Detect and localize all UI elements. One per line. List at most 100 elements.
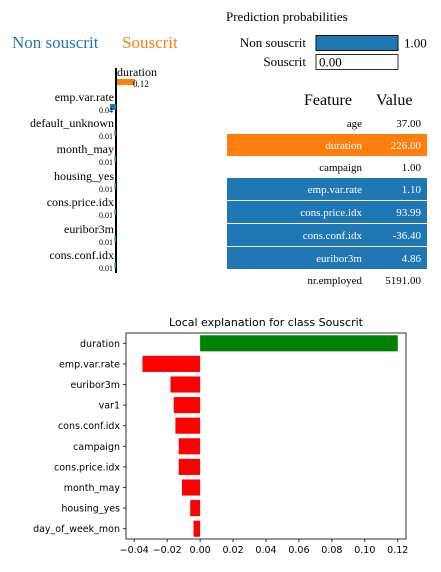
contribution-value: 0.01 — [99, 132, 113, 141]
chart-bars — [142, 335, 398, 537]
x-tick-label: 0.08 — [321, 545, 342, 556]
probability-bar-fill — [315, 35, 399, 51]
probability-label: Non souscrit — [240, 35, 306, 50]
table-header-value: Value — [376, 92, 412, 109]
contribution-value: 0.01 — [99, 264, 113, 273]
contribution-label: emp.var.rate — [55, 90, 114, 104]
feature-value: -36.40 — [393, 230, 422, 242]
feature-value: 1.10 — [402, 184, 422, 196]
x-tick-label: −0.02 — [153, 545, 182, 556]
contribution-label: housing_yes — [54, 169, 114, 183]
chart-title: Local explanation for class Souscrit — [169, 316, 364, 329]
contribution-label: default_unknown — [30, 116, 114, 130]
feature-row-bg — [227, 224, 427, 246]
probabilities-rows: Non souscrit 1.00 Souscrit 0.00 — [240, 35, 427, 70]
y-tick-label: campaign — [73, 442, 120, 453]
contribution-bar — [114, 156, 116, 162]
bar-month_may — [182, 479, 201, 496]
contribution-bar — [114, 236, 116, 242]
feature-name: campaign — [319, 162, 362, 174]
feature-name: age — [347, 118, 362, 130]
x-tick-label: 0.00 — [190, 545, 211, 556]
legend-non-souscrit: Non souscrit — [12, 33, 99, 52]
feature-name: duration — [325, 140, 362, 152]
x-tick-label: 0.12 — [387, 545, 408, 556]
y-tick-label: housing_yes — [61, 504, 120, 515]
contribution-value: 0.01 — [99, 158, 113, 167]
feature-name: euribor3m — [316, 253, 362, 265]
feature-value: 226.00 — [391, 140, 422, 152]
bar-cons.price.idx — [178, 458, 201, 475]
y-tick-label: euribor3m — [71, 380, 120, 391]
feature-name: emp.var.rate — [308, 184, 362, 196]
bar-housing_yes — [190, 500, 201, 517]
x-tick-label: 0.02 — [222, 545, 243, 556]
bar-campaign — [178, 438, 201, 455]
contribution-bar — [114, 262, 116, 268]
contribution-value: 0.01 — [99, 211, 113, 220]
y-tick-label: emp.var.rate — [59, 359, 120, 370]
x-tick-label: 0.04 — [255, 545, 276, 556]
y-tick-label: cons.conf.idx — [58, 421, 120, 432]
probabilities-title: Prediction probabilities — [226, 9, 348, 24]
feature-name: cons.conf.idx — [303, 230, 363, 242]
probability-value: 0.00 — [319, 55, 342, 70]
bar-emp.var.rate — [142, 355, 201, 372]
local-explanation-svg: Local explanation for class Souscrit dur… — [33, 316, 408, 556]
feature-row-bg — [227, 201, 427, 223]
y-tick-label: duration — [80, 339, 120, 350]
contribution-bar — [114, 209, 116, 215]
probability-value: 1.00 — [404, 36, 427, 51]
contribution-bar — [117, 79, 135, 85]
x-tick-label: −0.04 — [120, 545, 149, 556]
feature-name: nr.employed — [307, 275, 362, 287]
contribution-label: cons.price.idx — [47, 195, 114, 209]
feature-value: 4.86 — [402, 253, 422, 265]
contribution-value: 0.01 — [99, 238, 113, 247]
contribution-label: duration — [117, 65, 157, 79]
feature-value: 1.00 — [402, 162, 422, 174]
y-tick-label: day_of_week_mon — [33, 524, 120, 535]
lime-explanation-svg: Non souscrit Souscrit Prediction probabi… — [12, 9, 427, 291]
contribution-label: month_may — [57, 142, 114, 156]
y-tick-label: cons.price.idx — [54, 462, 120, 473]
bar-duration — [200, 335, 398, 352]
contribution-label: euribor3m — [64, 222, 115, 236]
contribution-value: 0.01 — [99, 185, 113, 194]
chart-y-tick-labels: duration emp.var.rate euribor3m var1 cons.co… — [33, 339, 126, 535]
y-tick-label: var1 — [99, 401, 120, 412]
probability-label: Souscrit — [263, 54, 306, 69]
probability-bar-frame — [315, 54, 399, 70]
x-tick-label: 0.10 — [354, 545, 375, 556]
contribution-value: 0.04 — [99, 106, 113, 115]
plot-frame — [125, 332, 407, 540]
bar-euribor3m — [170, 376, 201, 393]
x-tick-label: 0.06 — [288, 545, 309, 556]
feature-row-bg — [227, 178, 427, 200]
contribution-bar — [114, 183, 116, 189]
feature-value: 5191.00 — [385, 275, 421, 287]
bar-day_of_week_mon — [193, 520, 201, 537]
feature-value: 93.99 — [396, 207, 421, 219]
feature-row-bg — [227, 112, 427, 134]
contribution-bar — [114, 130, 116, 136]
feature-name: cons.price.idx — [300, 207, 362, 219]
legend-souscrit: Souscrit — [122, 33, 178, 52]
lime-explanation-panel: Non souscrit Souscrit Prediction probabi… — [12, 9, 427, 291]
feature-row-bg — [227, 269, 427, 291]
y-tick-label: month_may — [64, 483, 121, 494]
feature-value: 37.00 — [396, 118, 421, 130]
chart-x-ticks: −0.04 −0.02 0.00 0.02 0.04 0.06 0.08 0.10 0.12 — [120, 539, 408, 556]
contribution-bar — [110, 104, 116, 110]
feature-row-bg — [227, 156, 427, 178]
bar-var1 — [173, 397, 201, 414]
feature-table-rows: age 37.00 duration 226.00 campaign 1.00 emp.va… — [227, 112, 427, 291]
contribution-value: 0.12 — [133, 79, 149, 89]
feature-row-bg — [227, 134, 427, 156]
local-explanation-chart: Local explanation for class Souscrit dur… — [0, 300, 441, 567]
feature-row-bg — [227, 247, 427, 269]
contribution-label: cons.conf.idx — [49, 248, 114, 262]
bar-cons.conf.idx — [175, 417, 201, 434]
table-header-feature: Feature — [304, 92, 352, 109]
